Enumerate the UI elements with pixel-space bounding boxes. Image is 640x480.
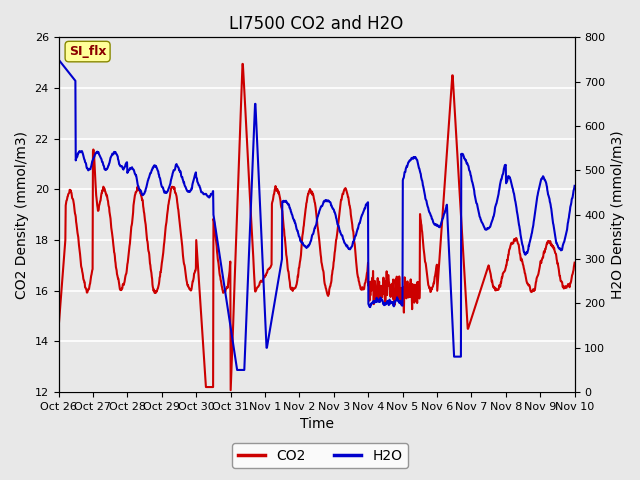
Title: LI7500 CO2 and H2O: LI7500 CO2 and H2O (229, 15, 404, 33)
X-axis label: Time: Time (300, 418, 333, 432)
Legend: CO2, H2O: CO2, H2O (232, 443, 408, 468)
Y-axis label: H2O Density (mmol/m3): H2O Density (mmol/m3) (611, 131, 625, 299)
Text: SI_flx: SI_flx (69, 45, 106, 58)
Y-axis label: CO2 Density (mmol/m3): CO2 Density (mmol/m3) (15, 131, 29, 299)
